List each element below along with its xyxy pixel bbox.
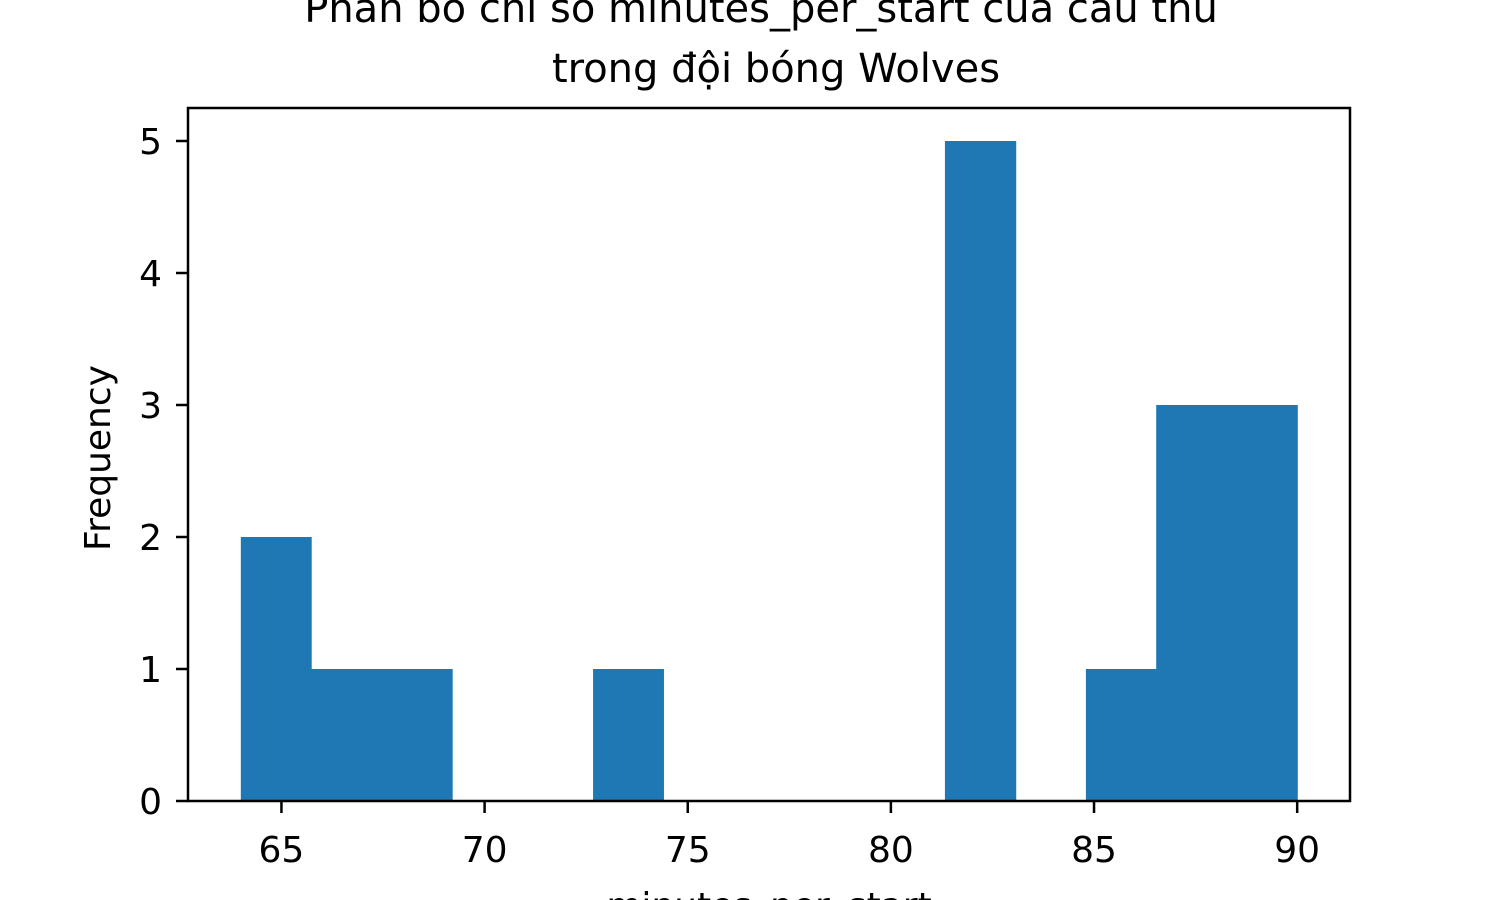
chart-title-line-1: Phân bổ chỉ số minutes_per_start của cầu… [304, 0, 1218, 32]
x-tick-label: 80 [868, 830, 914, 871]
y-tick-label: 1 [139, 650, 162, 691]
y-axis-label: Frequency [78, 365, 119, 551]
chart-title: Phân bổ chỉ số minutes_per_start của cầu… [304, 0, 1218, 92]
histogram-bar [240, 537, 312, 801]
histogram-bar [944, 141, 1017, 801]
x-tick-label: 65 [259, 830, 305, 871]
histogram-bar [593, 669, 664, 801]
x-tick-label: 70 [462, 830, 508, 871]
chart-title-line-2: trong đội bóng Wolves [552, 46, 1000, 92]
y-tick-label: 5 [139, 122, 162, 163]
histogram-bar [1156, 405, 1228, 801]
y-tick-label: 2 [139, 518, 162, 559]
histogram-bars [240, 141, 1298, 801]
x-tick-label: 90 [1274, 830, 1320, 871]
x-axis: 65 70 75 80 85 90 [259, 801, 1320, 871]
x-tick-label: 85 [1071, 830, 1117, 871]
y-tick-label: 3 [139, 386, 162, 427]
x-tick-label: 75 [665, 830, 711, 871]
y-tick-label: 4 [139, 254, 162, 295]
y-axis: 0 1 2 3 4 5 [139, 122, 188, 823]
histogram-bar [1085, 669, 1157, 801]
histogram-bar [311, 669, 383, 801]
histogram-bar [1226, 405, 1298, 801]
histogram-bar [381, 669, 453, 801]
y-tick-label: 0 [139, 782, 162, 823]
plot-area-frame [186, 106, 1352, 803]
x-axis-label: minutes_per_start [606, 886, 931, 900]
